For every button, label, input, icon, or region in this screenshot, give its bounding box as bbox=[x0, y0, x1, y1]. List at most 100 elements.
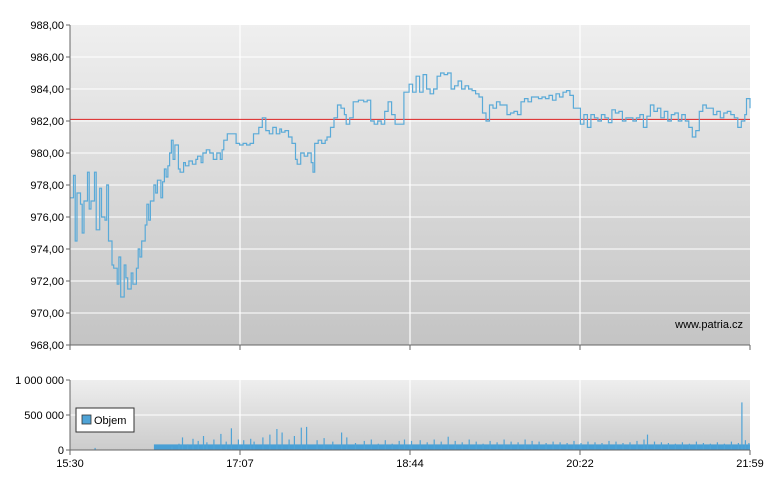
price-grid bbox=[70, 25, 750, 345]
volume-bar bbox=[674, 443, 676, 450]
legend: Objem bbox=[75, 407, 135, 433]
volume-bar bbox=[363, 440, 365, 450]
volume-bar bbox=[187, 444, 189, 450]
volume-bar bbox=[524, 439, 526, 450]
volume-bar bbox=[748, 443, 750, 450]
volume-bar bbox=[510, 441, 512, 450]
volume-bar bbox=[433, 439, 435, 450]
volume-bar bbox=[202, 436, 205, 450]
price-y-tick-label: 980,00 bbox=[30, 148, 64, 160]
volume-bar bbox=[197, 440, 199, 450]
volume-bar bbox=[225, 441, 227, 450]
volume-bar bbox=[695, 441, 697, 450]
volume-bar bbox=[403, 439, 406, 450]
volume-bar bbox=[594, 442, 596, 450]
price-panel: 988,00 986,00 984,00 982,00 980,00 978,00 976,… bbox=[30, 20, 751, 352]
volume-bar bbox=[629, 442, 631, 450]
volume-bar bbox=[702, 443, 704, 450]
volume-bar bbox=[744, 440, 746, 450]
volume-bar bbox=[737, 443, 739, 450]
volume-bar bbox=[622, 443, 624, 450]
price-y-tick-label: 986,00 bbox=[30, 52, 64, 64]
price-y-tick-label: 972,00 bbox=[30, 276, 64, 288]
volume-bar bbox=[716, 442, 718, 450]
volume-bar bbox=[447, 436, 449, 450]
volume-bar bbox=[288, 439, 290, 450]
price-y-tick-label: 982,00 bbox=[30, 116, 64, 128]
volume-bar bbox=[237, 439, 239, 450]
volume-bar bbox=[206, 442, 208, 450]
price-y-tick-label: 984,00 bbox=[30, 84, 64, 96]
price-y-tick-label: 988,00 bbox=[30, 20, 64, 32]
volume-bar bbox=[646, 434, 649, 450]
volume-bar bbox=[545, 443, 547, 450]
volume-bar bbox=[192, 438, 194, 450]
volume-bar bbox=[440, 441, 442, 450]
volume-bar bbox=[346, 437, 348, 450]
volume-bar bbox=[681, 442, 683, 450]
price-series-line bbox=[70, 72, 751, 298]
volume-bar bbox=[643, 439, 645, 450]
volume-bar bbox=[636, 440, 638, 450]
volume-bars bbox=[94, 402, 750, 450]
volume-bar bbox=[323, 438, 325, 450]
volume-bar bbox=[566, 443, 568, 450]
volume-bar bbox=[601, 443, 603, 450]
price-y-tick-label: 974,00 bbox=[30, 244, 64, 256]
volume-bar bbox=[489, 440, 491, 450]
volume-bar bbox=[660, 442, 662, 450]
volume-bar bbox=[281, 432, 283, 450]
volume-bar bbox=[391, 443, 393, 450]
volume-bar bbox=[213, 439, 215, 450]
volume-x-axis: 15:30 17:07 18:44 20:22 21:59 bbox=[56, 449, 764, 470]
volume-bar bbox=[300, 427, 302, 450]
volume-panel: 1 000 000 500 000 0 15:30 17:07 18:44 20:22 21… bbox=[15, 375, 764, 470]
volume-bar bbox=[332, 441, 334, 450]
volume-bar bbox=[269, 434, 271, 450]
volume-y-tick-label: 1 000 000 bbox=[15, 375, 64, 387]
volume-bar bbox=[552, 441, 554, 450]
volume-bar bbox=[220, 433, 222, 450]
volume-bar bbox=[723, 443, 725, 450]
price-y-tick-label: 978,00 bbox=[30, 180, 64, 192]
volume-bar bbox=[262, 437, 264, 450]
volume-bar bbox=[531, 440, 533, 450]
volume-bar bbox=[253, 441, 255, 450]
volume-bar bbox=[709, 443, 711, 450]
volume-grid bbox=[70, 380, 750, 450]
price-y-tick-label: 968,00 bbox=[30, 340, 64, 352]
volume-bar bbox=[573, 440, 575, 450]
volume-bar bbox=[496, 442, 498, 450]
volume-bar bbox=[538, 441, 540, 450]
volume-bar bbox=[730, 441, 732, 450]
volume-bar bbox=[398, 440, 400, 450]
volume-bar bbox=[181, 437, 184, 450]
volume-bar bbox=[580, 443, 582, 450]
volume-bar bbox=[475, 441, 477, 450]
volume-bar bbox=[461, 442, 463, 450]
volume-bar bbox=[178, 443, 180, 450]
price-y-tick-label: 970,00 bbox=[30, 308, 64, 320]
volume-bar bbox=[370, 439, 372, 450]
volume-bar bbox=[341, 432, 343, 450]
volume-bar bbox=[482, 443, 484, 450]
price-x-tick-marks bbox=[69, 345, 751, 350]
price-y-tick-label: 976,00 bbox=[30, 212, 64, 224]
volume-bar bbox=[354, 443, 357, 450]
volume-bar bbox=[276, 429, 278, 450]
legend-swatch-objem bbox=[81, 414, 92, 425]
volume-bar bbox=[517, 442, 519, 450]
x-tick-label: 18:44 bbox=[396, 458, 424, 470]
x-tick-label: 21:59 bbox=[736, 458, 764, 470]
volume-y-tick-label: 0 bbox=[58, 445, 64, 457]
volume-bar bbox=[688, 443, 690, 450]
legend-label-objem: Objem bbox=[94, 415, 126, 427]
volume-bar bbox=[615, 441, 617, 450]
x-tick-label: 17:07 bbox=[226, 458, 254, 470]
volume-bar bbox=[377, 443, 379, 450]
volume-bar bbox=[419, 440, 421, 450]
watermark: www.patria.cz bbox=[674, 319, 743, 331]
volume-bar bbox=[608, 440, 610, 450]
volume-y-axis: 1 000 000 500 000 0 bbox=[15, 375, 71, 457]
volume-bar bbox=[410, 440, 413, 450]
